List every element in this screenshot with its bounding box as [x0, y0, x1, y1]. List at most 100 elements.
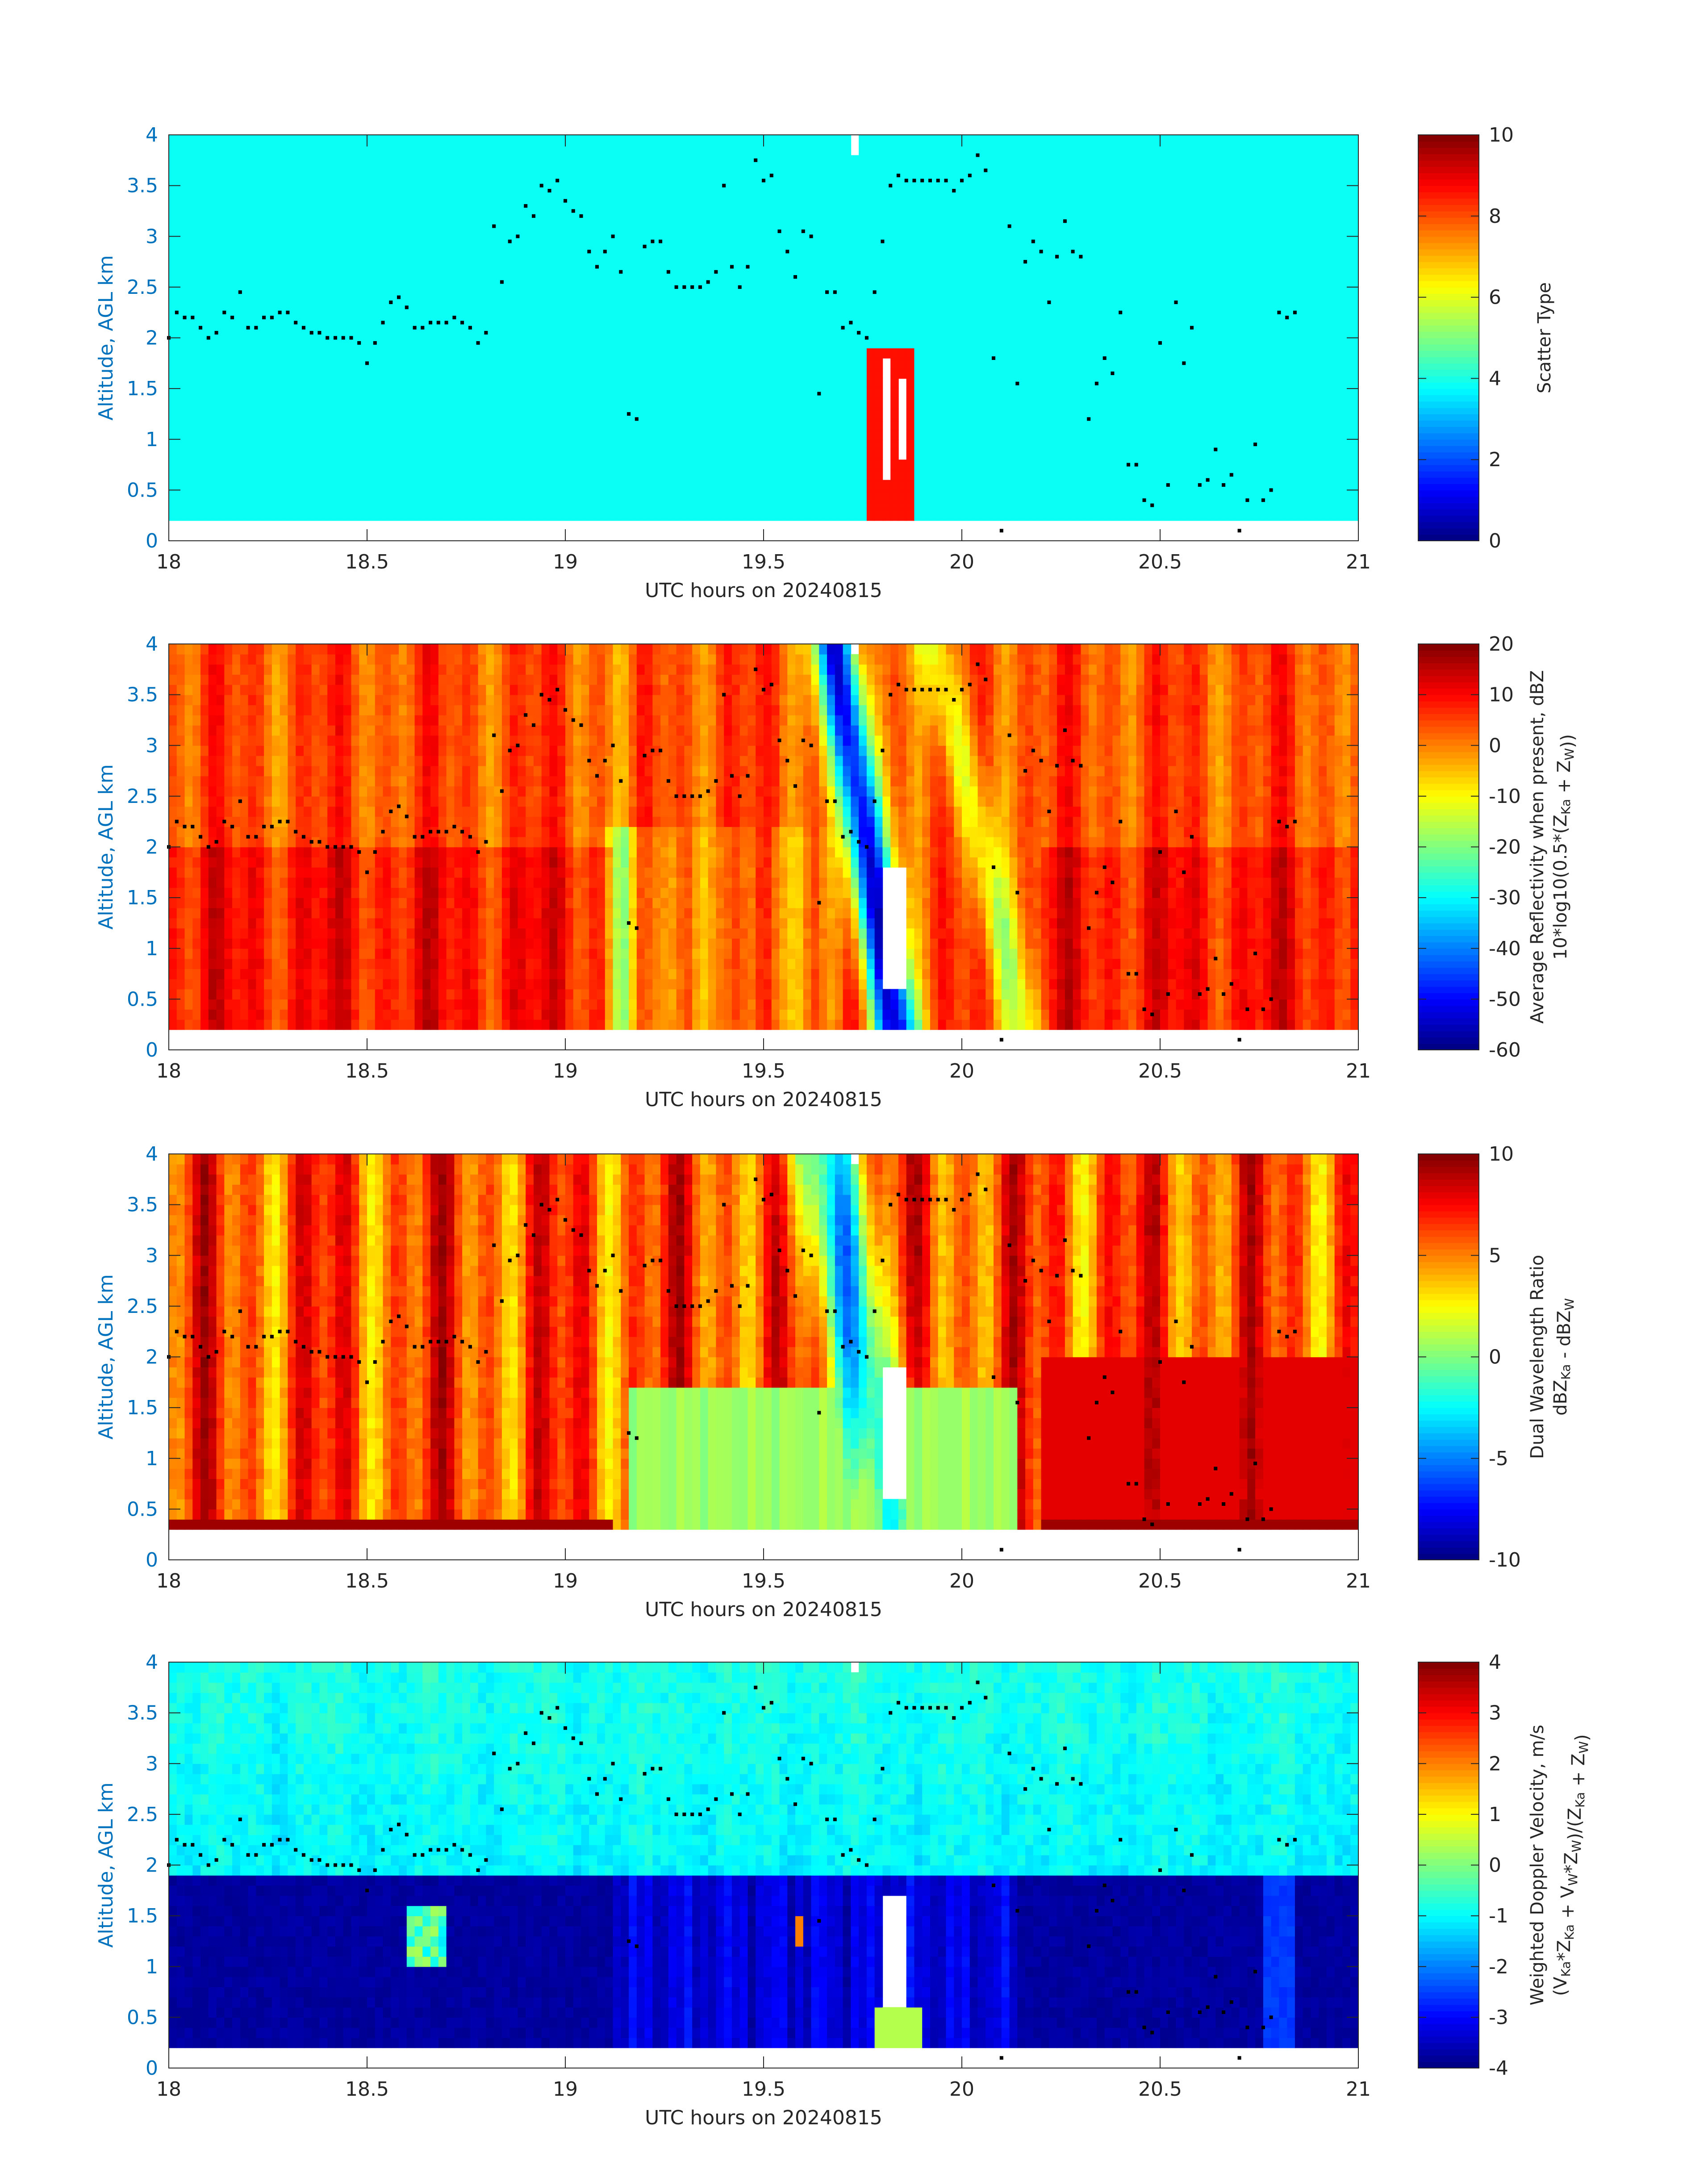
heatmap-cell [351, 500, 360, 511]
heatmap-cell [557, 287, 566, 298]
heatmap-cell [565, 368, 574, 379]
heatmap-cell [795, 175, 804, 186]
heatmap-cell [224, 226, 233, 237]
heatmap-cell [1136, 256, 1145, 267]
heatmap-cell [1128, 165, 1137, 176]
heatmap-cell [391, 409, 399, 420]
heatmap-cell [1176, 358, 1185, 369]
heatmap-cell [1009, 338, 1018, 349]
heatmap-cell [351, 429, 360, 440]
heatmap-cell [549, 500, 558, 511]
heatmap-cell [533, 409, 542, 420]
heatmap-cell [748, 246, 756, 257]
heatmap-cell [169, 338, 177, 349]
heatmap-cell [1057, 449, 1065, 460]
heatmap-cell [462, 226, 471, 237]
heatmap-cell [882, 277, 891, 288]
heatmap-cell [962, 409, 970, 420]
heatmap-cell [1033, 419, 1042, 430]
heatmap-cell [954, 398, 962, 409]
heatmap-cell [454, 145, 463, 156]
heatmap-cell [1104, 196, 1113, 206]
heatmap-cell [208, 429, 217, 440]
heatmap-cell [771, 490, 780, 501]
heatmap-cell [1096, 206, 1105, 217]
heatmap-cell [414, 500, 423, 511]
heatmap-cell [351, 490, 360, 501]
heatmap-cell [756, 236, 764, 247]
heatmap-cell [430, 196, 439, 206]
heatmap-cell [509, 297, 518, 308]
heatmap-cell [859, 439, 867, 450]
heatmap-cell [1168, 226, 1177, 237]
heatmap-cell [977, 145, 986, 156]
heatmap-cell [1136, 196, 1145, 206]
heatmap-cell [930, 307, 939, 318]
heatmap-cell [494, 419, 502, 430]
heatmap-cell [906, 378, 915, 389]
heatmap-cell [391, 145, 399, 156]
heatmap-cell [1144, 175, 1153, 186]
heatmap-cell [906, 135, 915, 146]
heatmap-cell [1128, 429, 1137, 440]
heatmap-cell [1001, 307, 1010, 318]
heatmap-cell [438, 196, 447, 206]
heatmap-cell [890, 145, 899, 156]
heatmap-cell [771, 510, 780, 521]
heatmap-cell [1089, 348, 1097, 359]
heatmap-cell [946, 429, 955, 440]
heatmap-cell [1192, 155, 1200, 166]
heatmap-cell [1081, 389, 1089, 399]
heatmap-cell [819, 378, 827, 389]
heatmap-cell [1144, 480, 1153, 491]
heatmap-cell [1033, 196, 1042, 206]
heatmap-cell [811, 358, 820, 369]
heatmap-cell [296, 429, 304, 440]
heatmap-cell [557, 348, 566, 359]
heatmap-cell [1136, 378, 1145, 389]
heatmap-cell [581, 165, 590, 176]
heatmap-cell [1136, 206, 1145, 217]
heatmap-cell [1009, 236, 1018, 247]
heatmap-cell [1033, 185, 1042, 196]
heatmap-cell [597, 196, 606, 206]
heatmap-cell [533, 460, 542, 470]
heatmap-cell [724, 216, 732, 227]
heatmap-cell [716, 429, 724, 440]
heatmap-cell [288, 216, 296, 227]
heatmap-cell [280, 216, 288, 227]
heatmap-cell [898, 510, 907, 521]
heatmap-cell [1025, 439, 1034, 450]
heatmap-cell [739, 389, 748, 399]
heatmap-cell [414, 348, 423, 359]
heatmap-cell [1152, 256, 1161, 267]
heatmap-cell [795, 246, 804, 257]
heatmap-cell [882, 246, 891, 257]
heatmap-cell [779, 398, 788, 409]
heatmap-cell [1009, 226, 1018, 237]
heatmap-cell [256, 318, 264, 328]
heatmap-cell [1017, 348, 1026, 359]
heatmap-cell [1065, 490, 1073, 501]
heatmap-cell [509, 318, 518, 328]
heatmap-cell [1104, 256, 1113, 267]
heatmap-cell [1089, 256, 1097, 267]
heatmap-cell [843, 409, 852, 420]
heatmap-cell [938, 327, 947, 338]
heatmap-cell [676, 318, 685, 328]
heatmap-cell [843, 216, 852, 227]
heatmap-cell [343, 318, 352, 328]
heatmap-cell [930, 226, 939, 237]
heatmap-cell [541, 307, 550, 318]
heatmap-cell [1009, 185, 1018, 196]
heatmap-cell [351, 226, 360, 237]
heatmap-cell [652, 358, 661, 369]
heatmap-cell [1144, 155, 1153, 166]
heatmap-cell [890, 297, 899, 308]
heatmap-cell [986, 277, 994, 288]
heatmap-cell [280, 246, 288, 257]
heatmap-cell [771, 256, 780, 267]
heatmap-cell [184, 409, 193, 420]
heatmap-cell [454, 175, 463, 186]
heatmap-cell [1168, 256, 1177, 267]
